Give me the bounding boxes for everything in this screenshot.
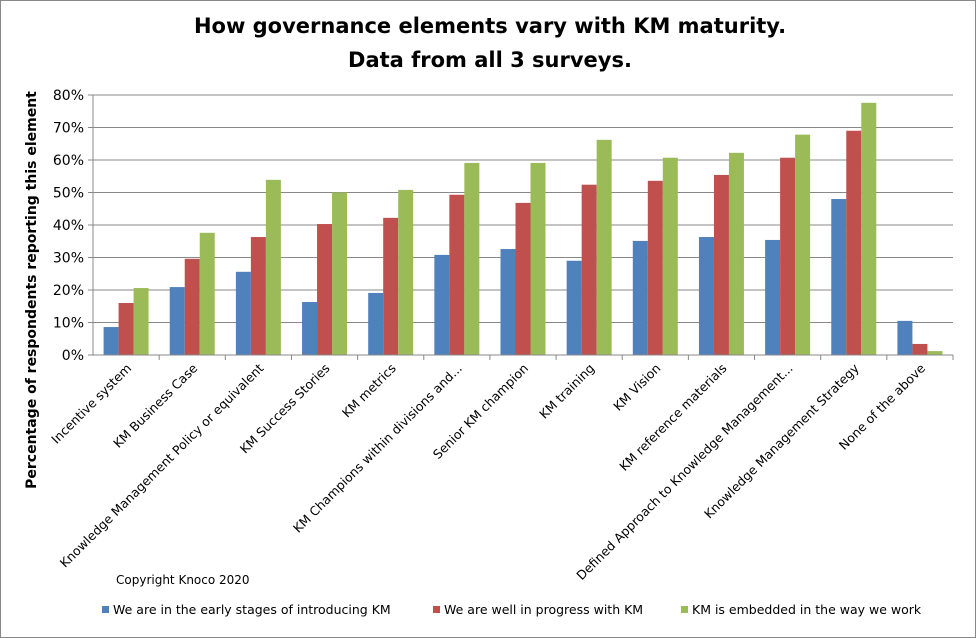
bar-3 (133, 288, 149, 355)
bar-2 (184, 258, 200, 355)
y-tick-label: 20% (53, 283, 84, 299)
bar-3 (596, 139, 612, 355)
bar-2 (780, 157, 796, 355)
x-tick-label: KM metrics (339, 361, 399, 421)
bar-1 (897, 320, 913, 355)
bar-3 (927, 351, 943, 355)
bar-2 (383, 217, 399, 355)
bar-2 (713, 174, 729, 355)
bar-2 (912, 343, 928, 355)
y-tick-label: 40% (53, 218, 84, 234)
bar-1 (500, 249, 516, 355)
bar-1 (235, 271, 251, 355)
bar-1 (765, 239, 781, 355)
bar-1 (169, 287, 185, 355)
bar-3 (265, 179, 281, 355)
x-tick-label: KM training (536, 361, 597, 422)
bar-1 (632, 240, 648, 355)
bar-3 (728, 152, 744, 355)
bar-1 (566, 260, 582, 355)
bar-1 (831, 199, 847, 355)
bar-3 (795, 134, 811, 355)
bar-3 (662, 157, 678, 355)
bar-1 (103, 327, 119, 355)
y-axis-label: Percentage of respondents reporting this… (24, 91, 40, 489)
y-tick-label: 50% (53, 186, 84, 202)
chart-title-line-1: How governance elements vary with KM mat… (194, 14, 786, 38)
legend-label: We are well in progress with KM (444, 602, 643, 617)
legend-label: KM is embedded in the way we work (692, 602, 922, 617)
bar-1 (368, 292, 384, 355)
bar-3 (199, 232, 215, 355)
bar-3 (530, 162, 546, 355)
bar-2 (581, 184, 597, 355)
y-tick-label: 80% (53, 88, 84, 104)
bar-2 (647, 180, 663, 355)
bar-2 (449, 194, 465, 355)
bar-3 (464, 162, 480, 355)
y-tick-label: 70% (53, 121, 84, 137)
bar-3 (332, 192, 348, 355)
legend-swatch (102, 606, 109, 613)
legend-label: We are in the early stages of introducin… (113, 602, 391, 617)
legend-swatch (433, 606, 440, 613)
chart-title-line-2: Data from all 3 surveys. (348, 48, 632, 72)
y-tick-label: 60% (53, 153, 84, 169)
bar-3 (398, 189, 414, 355)
bar-1 (698, 237, 714, 355)
x-tick-label: KM reference materials (616, 361, 729, 474)
y-tick-label: 30% (53, 251, 84, 267)
bar-2 (118, 303, 134, 355)
bar-2 (250, 237, 266, 355)
bar-1 (434, 254, 450, 355)
y-tick-label: 10% (53, 316, 84, 332)
y-tick-label: 0% (62, 348, 84, 364)
legend-swatch (681, 606, 688, 613)
bar-2 (515, 202, 531, 355)
bar-2 (317, 224, 333, 355)
bar-2 (846, 130, 862, 355)
bar-3 (861, 102, 877, 355)
bar-1 (302, 302, 318, 355)
x-tick-label: KM Vision (610, 361, 663, 414)
copyright-annotation: Copyright Knoco 2020 (116, 573, 250, 587)
